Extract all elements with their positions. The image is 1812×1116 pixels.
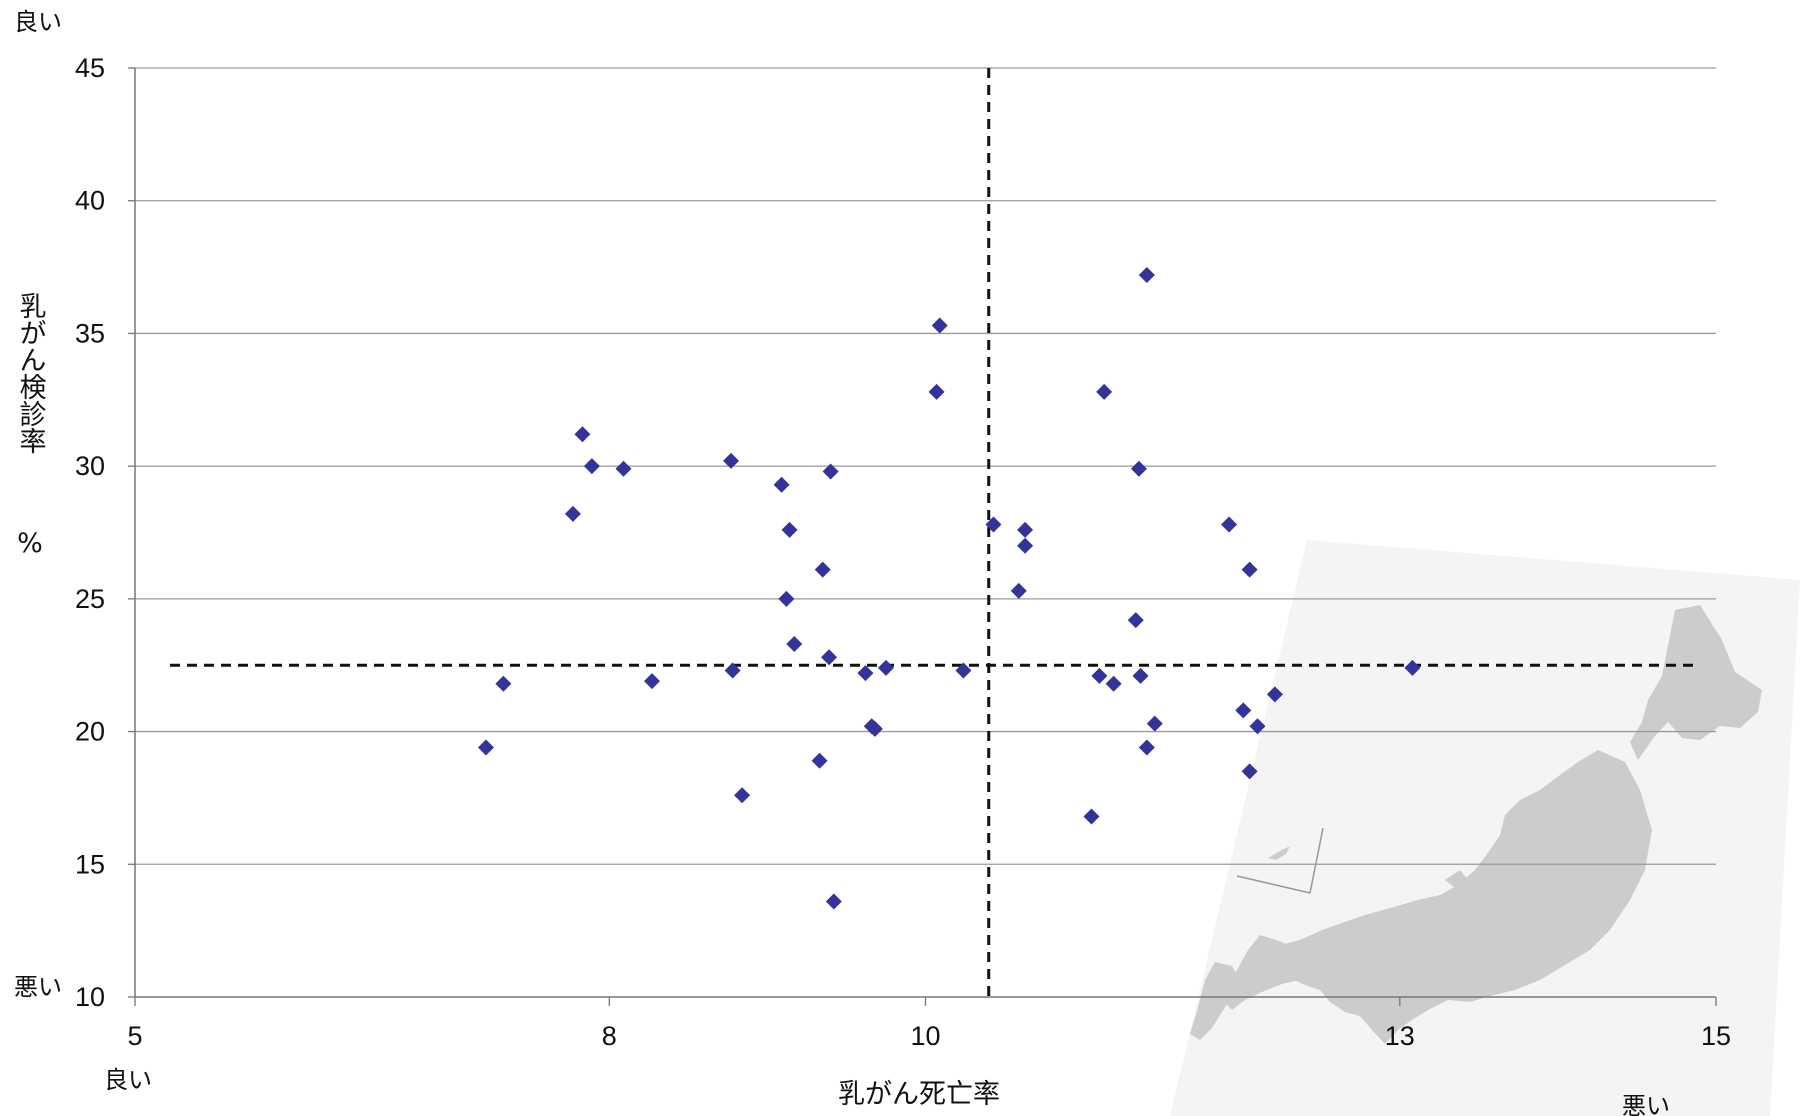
japan-island-silhouette [1190,605,1762,1044]
scatter-point [583,458,600,475]
scatter-point [724,662,741,679]
scatter-point [574,426,591,443]
scatter-point [1096,383,1113,400]
y-tick-label: 35 [75,318,105,348]
reference-lines [170,68,1700,997]
scatter-point [1132,667,1149,684]
scatter-point [825,893,842,910]
scatter-point [822,463,839,480]
scatter-point [786,635,803,652]
x-tick-label: 15 [1701,1021,1731,1051]
y-tick-label: 40 [75,186,105,216]
y-tick-label: 30 [75,451,105,481]
scatter-point [1221,516,1238,533]
scatter-point [1241,763,1258,780]
scatter-point [1266,686,1283,703]
scatter-point [1083,808,1100,825]
scatter-point [1241,561,1258,578]
y-tick-label: 10 [75,982,105,1012]
map-inset-line [1309,827,1324,894]
scatter-point [931,317,948,334]
scatter-point [615,460,632,477]
scatter-point [877,659,894,676]
scatter-point [1105,675,1122,692]
scatter-point [564,505,581,522]
scatter-point [857,665,874,682]
scatter-point [1138,267,1155,284]
scatter-point [928,383,945,400]
scatter-point [821,649,838,666]
scatter-point [1146,715,1163,732]
data-points [477,267,1421,910]
scatter-point [1017,537,1034,554]
x-left-label: 良い [104,1066,152,1094]
x-right-label: 悪い [1622,1092,1670,1116]
x-tick-label: 10 [910,1021,940,1051]
scatter-point [1138,739,1155,756]
scatter-point [773,476,790,493]
scatter-point [781,521,798,538]
y-axis-unit: % [17,528,43,559]
scatter-point [1235,702,1252,719]
scatter-point [477,739,494,756]
scatter-point [734,787,751,804]
scatter-point [723,452,740,469]
scatter-point [866,720,883,737]
scatter-point [495,675,512,692]
scatter-point [643,673,660,690]
y-tick-label: 20 [75,717,105,747]
y-bottom-label: 悪い [14,973,62,1001]
scatter-point [1404,659,1421,676]
x-axis-title: 乳がん死亡率 [838,1079,1000,1110]
map-inset-line [1236,875,1311,894]
scatter-point [1127,612,1144,629]
x-tick-label: 8 [602,1021,617,1051]
tick-labels: 10 15 20 25 30 35 40 45 5 8 10 13 15 [75,53,1731,1051]
y-tick-label: 25 [75,584,105,614]
y-axis-title: 乳がん検診率 [15,292,47,454]
scatter-point [814,561,831,578]
scatter-point [985,516,1002,533]
scatter-point [955,662,972,679]
y-tick-label: 15 [75,849,105,879]
y-tick-label: 45 [75,53,105,83]
scatter-point [1091,667,1108,684]
japan-map-watermark [1170,540,1800,1116]
scatter-point [1130,460,1147,477]
map-inset-island [1268,846,1290,860]
scatter-point [1010,582,1027,599]
scatter-point [1017,521,1034,538]
x-tick-label: 13 [1385,1021,1415,1051]
axes [128,67,1717,1006]
scatter-point [811,752,828,769]
gridlines [135,67,1716,865]
scatter-point [778,590,795,607]
scatter-point [1249,718,1266,735]
y-top-label: 良い [14,8,62,36]
x-tick-label: 5 [127,1021,142,1051]
